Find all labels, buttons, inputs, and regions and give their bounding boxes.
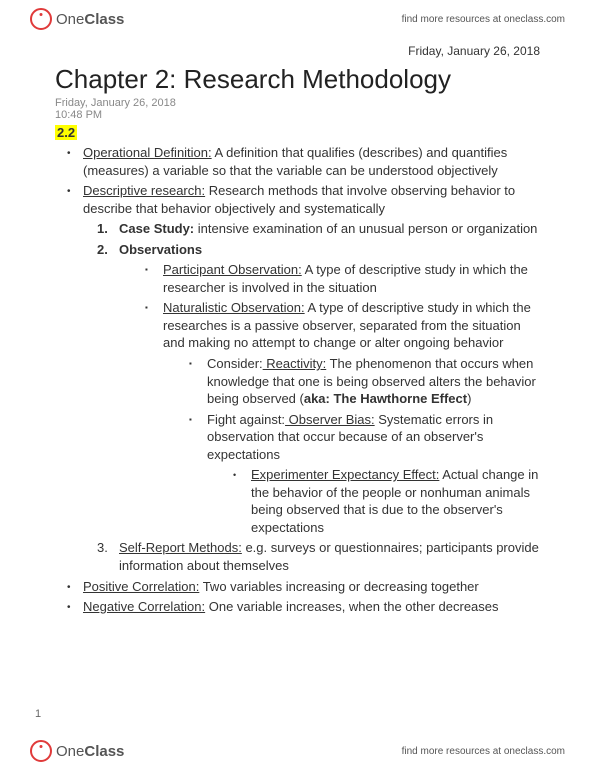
brand-part2-footer: Class (84, 743, 124, 760)
page-title: Chapter 2: Research Methodology (55, 64, 540, 95)
meta-date: Friday, January 26, 2018 (55, 97, 540, 109)
term-self-report: Self-Report Methods: (119, 540, 242, 555)
term-negative-correlation: Negative Correlation: (83, 599, 205, 614)
num-1: 1. (97, 220, 108, 238)
page-content: Friday, January 26, 2018 Chapter 2: Rese… (0, 38, 595, 616)
brand-text: OneClass (56, 11, 124, 28)
list-item: Operational Definition: A definition tha… (55, 144, 540, 179)
brand-logo-icon (30, 740, 52, 762)
brand-logo-icon (30, 8, 52, 30)
list-item: Participant Observation: A type of descr… (145, 261, 540, 296)
close-paren: ) (467, 391, 471, 406)
section-label: 2.2 (55, 125, 77, 140)
brand: OneClass (30, 8, 124, 30)
list-item: 3. Self-Report Methods: e.g. surveys or … (97, 539, 540, 574)
list-item: Negative Correlation: One variable incre… (55, 598, 540, 616)
brand-text-footer: OneClass (56, 743, 124, 760)
term-experimenter-expectancy: Experimenter Expectancy Effect: (251, 467, 439, 482)
footer: OneClass find more resources at oneclass… (0, 732, 595, 770)
list-item: Experimenter Expectancy Effect: Actual c… (233, 466, 540, 536)
top-date: Friday, January 26, 2018 (55, 44, 540, 58)
brand-footer: OneClass (30, 740, 124, 762)
term-observer-bias: Observer Bias: (285, 412, 375, 427)
num-3: 3. (97, 539, 108, 557)
text: intensive examination of an unusual pers… (194, 221, 537, 236)
list-item: Fight against: Observer Bias: Systematic… (189, 411, 540, 537)
header: OneClass find more resources at oneclass… (0, 0, 595, 38)
list-item: Descriptive research: Research methods t… (55, 182, 540, 574)
term-descriptive-research: Descriptive research: (83, 183, 205, 198)
text: One variable increases, when the other d… (205, 599, 498, 614)
list-item: 2. Observations Participant Observation:… (97, 241, 540, 537)
meta-time: 10:48 PM (55, 109, 540, 121)
page-number: 1 (35, 708, 41, 720)
term-case-study: Case Study: (119, 221, 194, 236)
sub-list: Participant Observation: A type of descr… (119, 261, 540, 536)
term-participant-observation: Participant Observation: (163, 262, 302, 277)
term-reactivity: Reactivity: (263, 356, 327, 371)
list-item: Positive Correlation: Two variables incr… (55, 578, 540, 596)
numbered-list: 1. Case Study: intensive examination of … (83, 220, 540, 574)
term-operational-definition: Operational Definition: (83, 145, 212, 160)
term-observations: Observations (119, 242, 202, 257)
num-2: 2. (97, 241, 108, 259)
term-naturalistic-observation: Naturalistic Observation: (163, 300, 305, 315)
fight-label: Fight against: (207, 412, 285, 427)
list-item: Consider: Reactivity: The phenomenon tha… (189, 355, 540, 408)
resources-link-bottom[interactable]: find more resources at oneclass.com (402, 746, 565, 757)
consider-label: Consider: (207, 356, 263, 371)
notes-list: Operational Definition: A definition tha… (55, 144, 540, 616)
list-item: 1. Case Study: intensive examination of … (97, 220, 540, 238)
text: Two variables increasing or decreasing t… (199, 579, 478, 594)
brand-part2: Class (84, 11, 124, 28)
sub-list-3: Experimenter Expectancy Effect: Actual c… (207, 466, 540, 536)
resources-link-top[interactable]: find more resources at oneclass.com (402, 14, 565, 25)
sub-list-2: Consider: Reactivity: The phenomenon tha… (163, 355, 540, 536)
term-positive-correlation: Positive Correlation: (83, 579, 199, 594)
brand-part1: One (56, 11, 84, 28)
list-item: Naturalistic Observation: A type of desc… (145, 299, 540, 536)
brand-part1-footer: One (56, 743, 84, 760)
term-hawthorne: aka: The Hawthorne Effect (304, 391, 467, 406)
